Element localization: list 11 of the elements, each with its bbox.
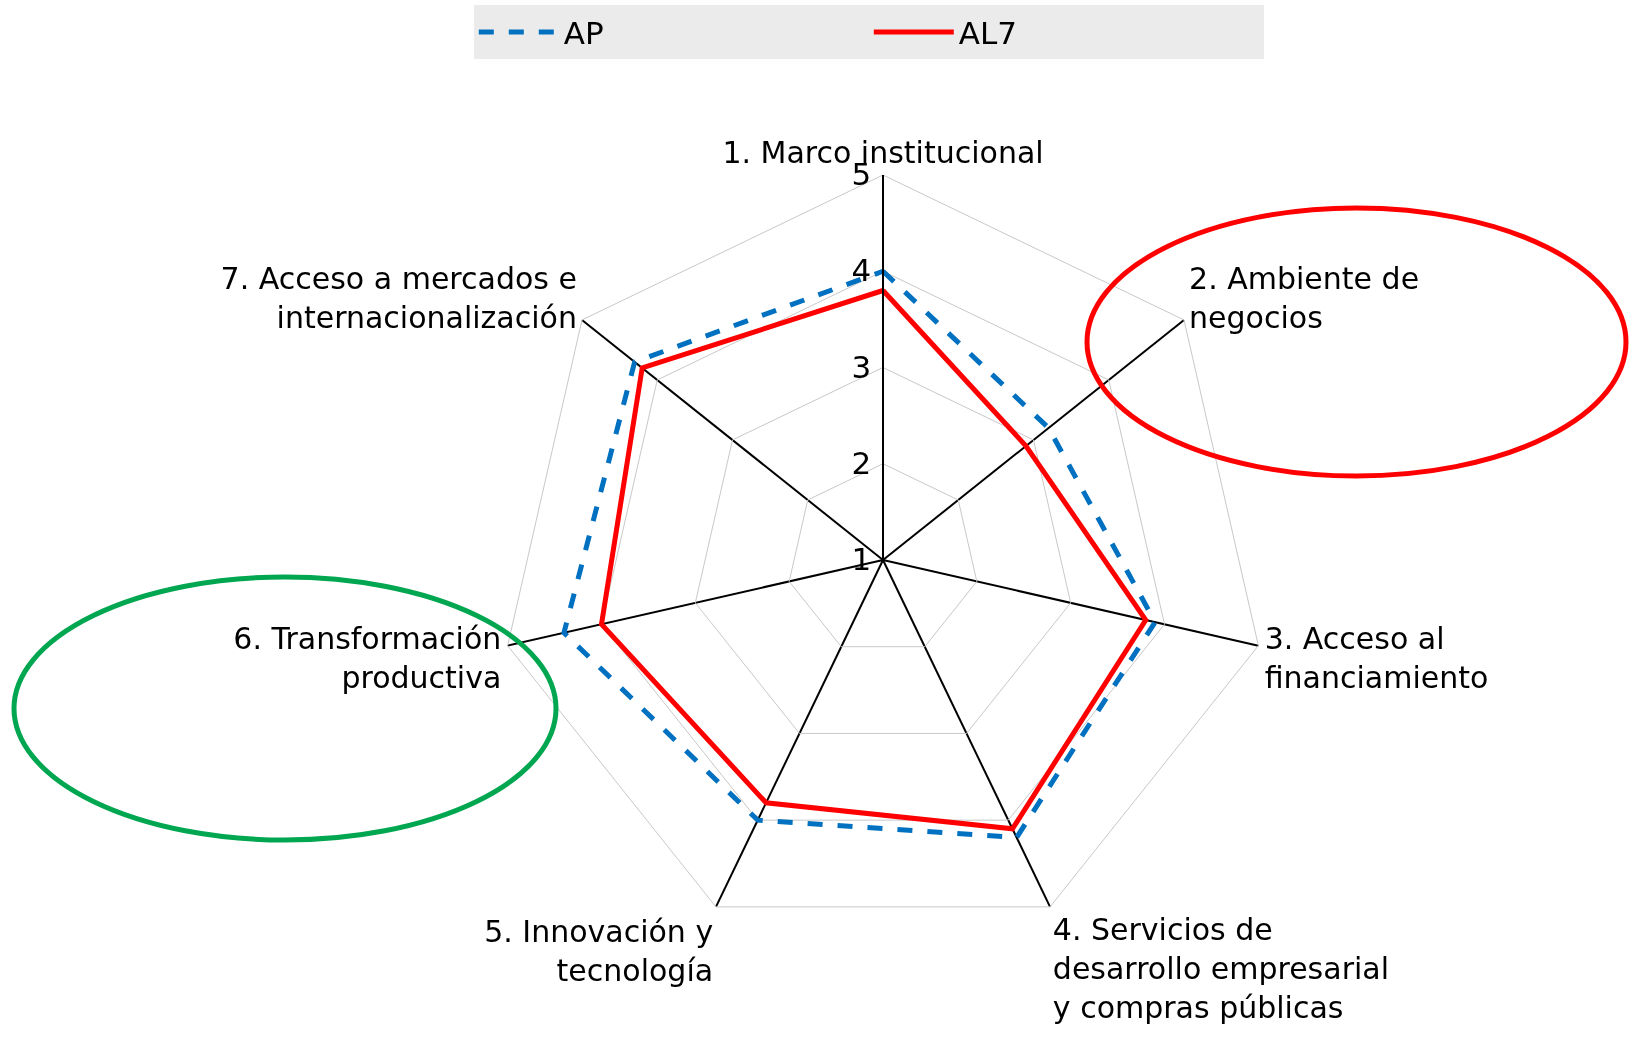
- spoke-label: 7. Acceso a mercados e internacionalización: [220, 260, 577, 335]
- spoke-label: 2. Ambiente de negocios: [1189, 260, 1420, 335]
- y-tick-label: 3: [851, 348, 872, 385]
- y-tick-label: 4: [851, 252, 872, 289]
- spoke-label: 5. Innovación y tecnología: [484, 914, 714, 989]
- spoke-label: 4. Servicios de desarrollo empresarial y compras públicas: [1052, 912, 1390, 1026]
- legend-label: AP: [563, 15, 604, 52]
- spoke-label: 6. Transformación productiva: [233, 620, 502, 695]
- legend-label: AL7: [958, 15, 1017, 52]
- y-tick-label: 2: [851, 444, 872, 481]
- spoke-label: 3. Acceso al financiamiento: [1264, 620, 1489, 695]
